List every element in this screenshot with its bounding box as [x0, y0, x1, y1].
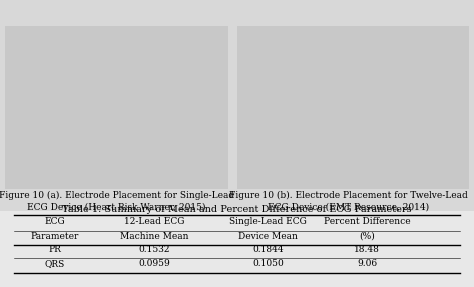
- Text: PR: PR: [48, 245, 61, 254]
- Text: 0.1050: 0.1050: [252, 259, 283, 268]
- Text: QRS: QRS: [45, 259, 64, 268]
- Text: Table 1. Summary of Mean and Percent Difference of ECG Parameters: Table 1. Summary of Mean and Percent Dif…: [62, 205, 412, 214]
- Text: 0.0959: 0.0959: [138, 259, 170, 268]
- Text: Single-Lead ECG: Single-Lead ECG: [229, 217, 307, 226]
- Text: 18.48: 18.48: [355, 245, 380, 254]
- Text: 0.1532: 0.1532: [138, 245, 170, 254]
- FancyBboxPatch shape: [0, 211, 474, 287]
- Text: ECG: ECG: [44, 217, 65, 226]
- Text: ECG Device (Heart Risk Warner, 2015): ECG Device (Heart Risk Warner, 2015): [27, 202, 205, 211]
- Text: ECG Device (EMT Resource, 2014): ECG Device (EMT Resource, 2014): [268, 202, 429, 211]
- Text: Figure 10 (b). Electrode Placement for Twelve-Lead: Figure 10 (b). Electrode Placement for T…: [229, 191, 468, 200]
- Text: Machine Mean: Machine Mean: [120, 232, 188, 241]
- Text: 12-Lead ECG: 12-Lead ECG: [124, 217, 184, 226]
- Text: Percent Difference: Percent Difference: [324, 217, 410, 226]
- Text: 9.06: 9.06: [357, 259, 377, 268]
- Text: 0.1844: 0.1844: [252, 245, 283, 254]
- Text: Parameter: Parameter: [30, 232, 79, 241]
- Text: (%): (%): [359, 232, 375, 241]
- FancyBboxPatch shape: [5, 26, 228, 189]
- Text: Device Mean: Device Mean: [238, 232, 298, 241]
- FancyBboxPatch shape: [237, 26, 469, 189]
- Text: Figure 10 (a). Electrode Placement for Single-Lead: Figure 10 (a). Electrode Placement for S…: [0, 191, 234, 200]
